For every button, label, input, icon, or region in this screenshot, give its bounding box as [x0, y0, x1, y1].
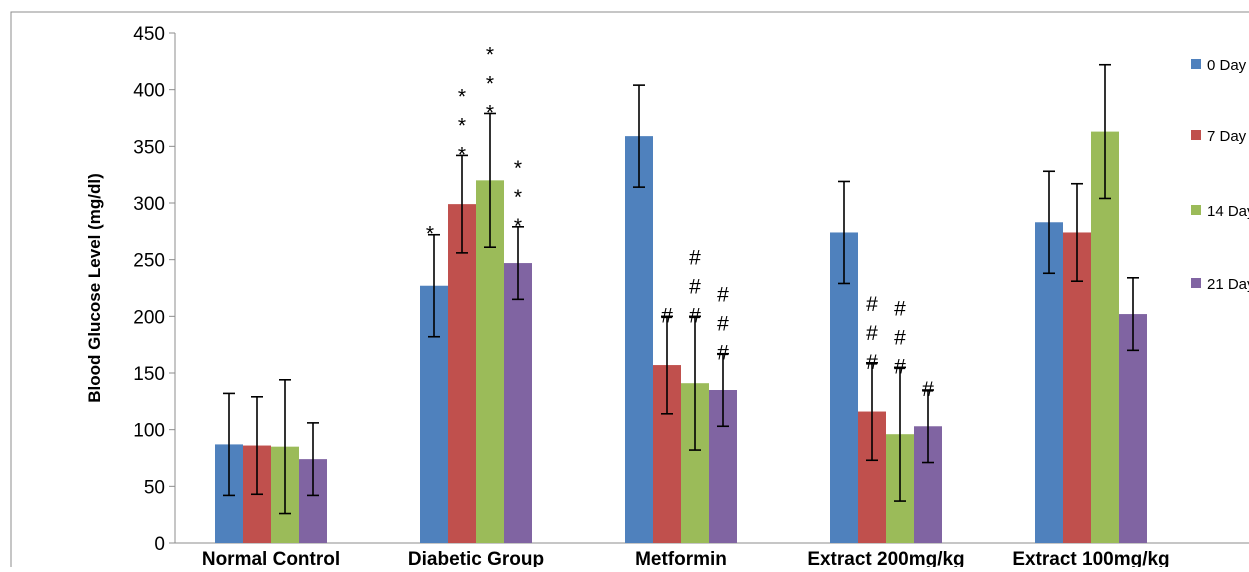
significance-mark: * — [514, 215, 522, 238]
bar — [1035, 222, 1063, 543]
y-tick-label: 100 — [133, 421, 165, 442]
significance-mark: # — [894, 297, 906, 320]
legend-swatch — [1191, 278, 1201, 288]
legend-swatch — [1191, 205, 1201, 215]
legend-swatch — [1191, 130, 1201, 140]
y-tick-label: 250 — [133, 251, 165, 272]
legend-label: 14 Day — [1207, 203, 1249, 220]
significance-mark: # — [894, 326, 906, 349]
significance-mark: * — [426, 223, 434, 246]
significance-mark: # — [717, 284, 729, 307]
y-tick-label: 300 — [133, 194, 165, 215]
significance-mark: # — [689, 275, 701, 298]
significance-mark: # — [717, 313, 729, 336]
bar — [1091, 131, 1119, 543]
significance-mark: # — [689, 304, 701, 327]
significance-mark: # — [866, 293, 878, 316]
y-tick-label: 150 — [133, 364, 165, 385]
y-tick-label: 0 — [154, 534, 165, 555]
y-tick-label: 350 — [133, 137, 165, 158]
significance-mark: * — [486, 72, 494, 95]
significance-mark: # — [689, 246, 701, 269]
y-tick-label: 400 — [133, 81, 165, 102]
significance-mark: * — [514, 157, 522, 180]
y-tick-label: 450 — [133, 24, 165, 45]
chart-frame — [10, 11, 1249, 572]
legend-label: 0 Day — [1207, 57, 1247, 74]
significance-mark: # — [866, 351, 878, 374]
bar — [1063, 232, 1091, 543]
bar — [504, 263, 532, 543]
significance-mark: * — [486, 101, 494, 124]
x-category-label: Extract 200mg/kg — [807, 549, 964, 567]
significance-mark: * — [486, 43, 494, 66]
significance-mark: # — [717, 342, 729, 365]
significance-mark: * — [458, 85, 466, 108]
significance-mark: # — [661, 304, 673, 327]
x-category-label: Extract 100mg/kg — [1012, 549, 1169, 567]
significance-mark: # — [866, 322, 878, 345]
x-category-label: Metformin — [635, 549, 727, 567]
legend-swatch — [1191, 59, 1201, 69]
legend-label: 7 Day — [1207, 128, 1247, 145]
bar — [1119, 314, 1147, 543]
significance-mark: * — [514, 186, 522, 209]
x-category-label: Diabetic Group — [408, 549, 544, 567]
bar — [625, 136, 653, 543]
significance-mark: * — [458, 114, 466, 137]
bar — [448, 204, 476, 543]
y-tick-label: 200 — [133, 307, 165, 328]
significance-mark: # — [922, 378, 934, 401]
y-axis-title: Blood Glucose Level (mg/dl) — [85, 173, 104, 403]
legend-label: 21 Day — [1207, 276, 1249, 293]
significance-mark: # — [894, 355, 906, 378]
x-category-label: Normal Control — [202, 549, 340, 567]
y-tick-label: 50 — [144, 477, 165, 498]
significance-mark: * — [458, 143, 466, 166]
